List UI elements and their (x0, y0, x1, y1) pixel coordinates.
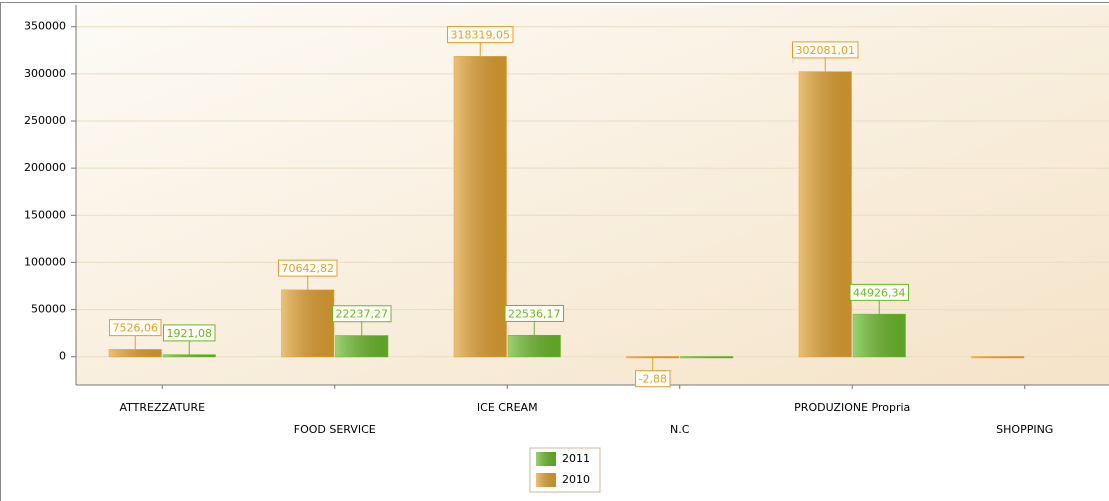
value-label: -2,88 (639, 373, 667, 386)
value-label: 302081,01 (796, 44, 856, 57)
label-box (849, 283, 909, 301)
legend-swatch-shade (536, 452, 556, 466)
y-tick-label: 250000 (24, 114, 66, 127)
bar-shade (109, 349, 162, 357)
bar-shade (799, 71, 852, 357)
bar-shade (508, 335, 561, 357)
y-tick-label: 50000 (31, 303, 66, 316)
y-tick-label: 150000 (24, 208, 66, 221)
x-tick-label: ICE CREAM (477, 401, 538, 414)
y-tick-label: 200000 (24, 161, 66, 174)
x-tick-label: ATTREZZATURE (119, 401, 205, 414)
y-tick-label: 300000 (24, 67, 66, 80)
y-tick-label: 100000 (24, 255, 66, 268)
bar-shade (281, 290, 334, 357)
bar-shade (163, 354, 216, 357)
label-box (635, 370, 671, 388)
bar-shade (335, 335, 388, 357)
x-tick-label: SHOPPING (996, 423, 1053, 436)
value-label: 70642,82 (282, 262, 335, 275)
value-label: 22237,27 (336, 308, 389, 321)
value-label: 44926,34 (853, 286, 906, 299)
legend-label: 2010 (562, 473, 590, 486)
label-box (109, 319, 162, 337)
y-tick-label: 0 (59, 350, 66, 363)
legend-swatch-shade (536, 473, 556, 487)
bar-shade (853, 314, 906, 357)
legend-label: 2011 (562, 452, 590, 465)
value-label: 318319,05 (451, 29, 511, 42)
bar-shade (680, 356, 733, 358)
y-tick-label: 350000 (24, 20, 66, 33)
value-label: 7526,06 (113, 322, 159, 335)
label-box (792, 41, 859, 59)
bar-shade (454, 56, 507, 357)
plot-area (76, 5, 1109, 385)
x-tick-label: FOOD SERVICE (294, 423, 376, 436)
label-box (504, 304, 564, 322)
label-box (278, 259, 338, 277)
bar-shade (971, 356, 1024, 358)
label-box (447, 26, 514, 44)
value-label: 1921,08 (167, 327, 213, 340)
value-label: 22536,17 (508, 307, 561, 320)
label-box (163, 324, 216, 342)
x-tick-label: PRODUZIONE Propria (794, 401, 910, 414)
x-tick-label: N.C (670, 423, 690, 436)
label-box (332, 305, 392, 323)
